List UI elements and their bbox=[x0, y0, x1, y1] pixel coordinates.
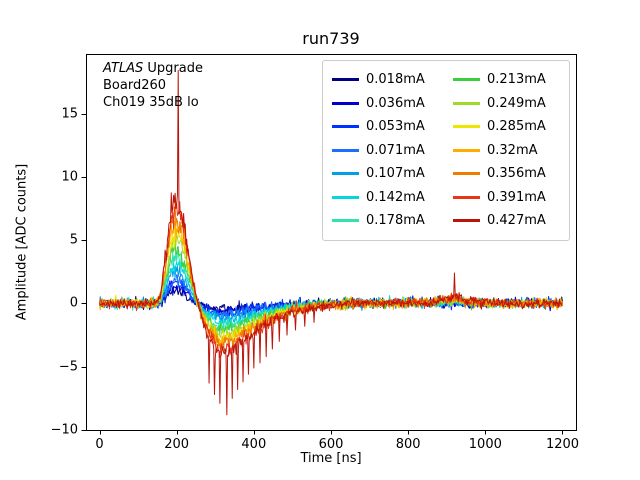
x-tick-label: 200 bbox=[164, 437, 190, 452]
legend-item: 0.142mA bbox=[332, 186, 439, 210]
legend-label: 0.107mA bbox=[366, 166, 425, 182]
legend-item: 0.107mA bbox=[332, 162, 439, 186]
legend-color-line bbox=[453, 219, 480, 223]
legend-item: 0.249mA bbox=[453, 92, 560, 116]
legend-label: 0.356mA bbox=[487, 166, 546, 182]
legend-label: 0.036mA bbox=[366, 95, 425, 111]
legend-color-line bbox=[332, 125, 359, 129]
legend-color-line bbox=[332, 195, 359, 199]
legend-item: 0.427mA bbox=[453, 209, 560, 233]
legend-color-line bbox=[453, 148, 480, 152]
legend-label: 0.178mA bbox=[366, 213, 425, 229]
annotation-line-1: ATLAS Upgrade bbox=[103, 60, 203, 77]
legend-color-line bbox=[453, 172, 480, 176]
legend-color-line bbox=[453, 195, 480, 199]
x-axis-label: Time [ns] bbox=[300, 451, 362, 466]
legend-label: 0.249mA bbox=[487, 95, 546, 111]
legend-item: 0.071mA bbox=[332, 139, 439, 163]
plot-annotation: ATLAS Upgrade Board260 Ch019 35dB lo bbox=[103, 60, 203, 111]
legend-item: 0.036mA bbox=[332, 92, 439, 116]
y-tick-label: 15 bbox=[61, 106, 78, 121]
legend-label: 0.053mA bbox=[366, 119, 425, 135]
legend-label: 0.32mA bbox=[487, 142, 538, 158]
annotation-atlas-italic: ATLAS bbox=[103, 61, 144, 76]
legend-label: 0.142mA bbox=[366, 189, 425, 205]
x-tick-label: 1000 bbox=[468, 437, 502, 452]
legend-color-line bbox=[332, 172, 359, 176]
legend-item: 0.285mA bbox=[453, 115, 560, 139]
y-tick-label: 10 bbox=[61, 169, 78, 185]
legend-item: 0.213mA bbox=[453, 68, 560, 92]
legend-label: 0.391mA bbox=[487, 189, 546, 205]
x-tick-label: 1200 bbox=[545, 437, 580, 452]
x-tick-label: 400 bbox=[241, 437, 267, 452]
legend-label: 0.071mA bbox=[366, 142, 425, 158]
annotation-line-2: Board260 bbox=[103, 78, 167, 93]
x-tick-label: 800 bbox=[395, 437, 421, 452]
y-tick-label: −10 bbox=[50, 422, 78, 438]
annotation-upgrade: Upgrade bbox=[143, 61, 203, 76]
annotation-line-3: Ch019 35dB lo bbox=[103, 95, 199, 110]
legend-label: 0.213mA bbox=[487, 72, 546, 88]
legend-item: 0.018mA bbox=[332, 68, 439, 92]
legend-label: 0.018mA bbox=[366, 72, 425, 88]
chart-title: run739 bbox=[302, 29, 360, 48]
legend-item: 0.32mA bbox=[453, 139, 560, 163]
y-tick-label: 0 bbox=[69, 295, 78, 311]
legend: 0.018mA 0.036mA 0.053mA 0.071mA 0.107mA 0.142… bbox=[322, 60, 570, 241]
legend-color-line bbox=[453, 125, 480, 129]
legend-color-line bbox=[453, 101, 480, 105]
legend-color-line bbox=[332, 148, 359, 152]
legend-label: 0.427mA bbox=[487, 213, 546, 229]
legend-item: 0.356mA bbox=[453, 162, 560, 186]
y-axis-label: Amplitude [ADC counts] bbox=[14, 163, 30, 321]
legend-color-line bbox=[453, 78, 480, 82]
legend-color-line bbox=[332, 101, 359, 105]
x-tick-label: 600 bbox=[318, 437, 344, 452]
y-tick-label: −5 bbox=[58, 359, 78, 375]
x-tick-label: 0 bbox=[95, 437, 104, 452]
legend-color-line bbox=[332, 78, 359, 82]
legend-item: 0.053mA bbox=[332, 115, 439, 139]
y-tick-label: 5 bbox=[69, 232, 78, 248]
legend-label: 0.285mA bbox=[487, 119, 546, 135]
legend-item: 0.391mA bbox=[453, 186, 560, 210]
legend-color-line bbox=[332, 219, 359, 223]
legend-item: 0.178mA bbox=[332, 209, 439, 233]
